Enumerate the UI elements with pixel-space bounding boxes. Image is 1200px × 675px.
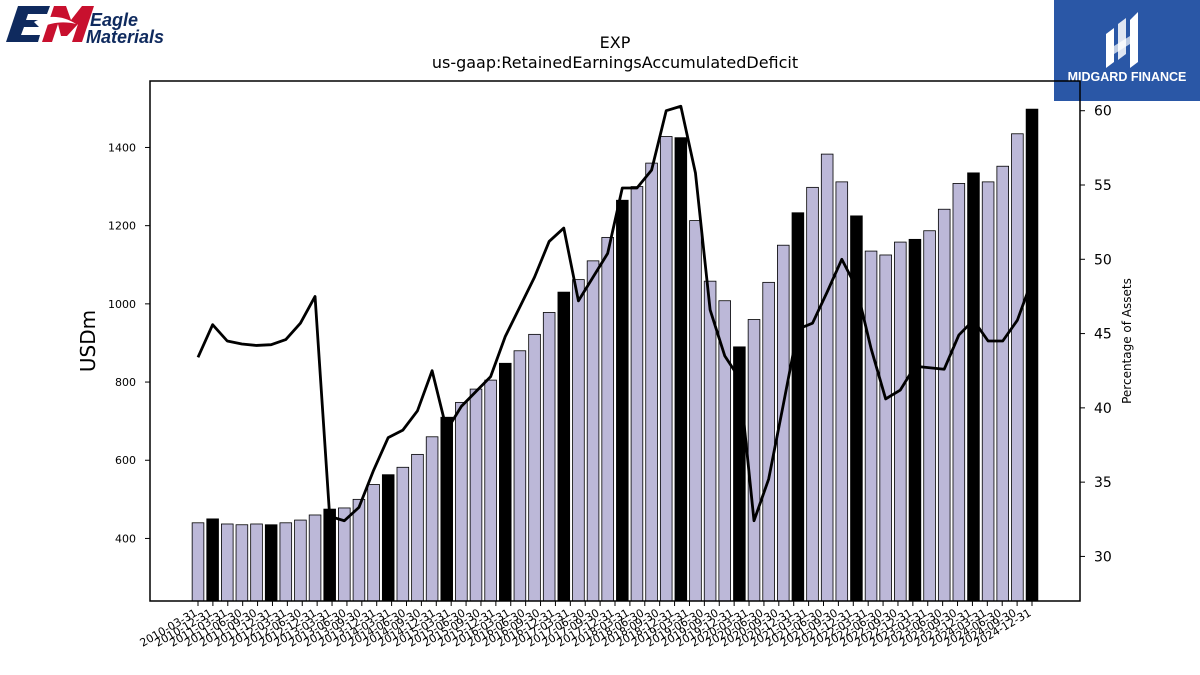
bar-2011-09-30: [279, 522, 293, 602]
bar-2017-06-30: [616, 199, 629, 602]
eagle-materials-logo: Eagle Materials: [4, 4, 176, 47]
midgard-text: MIDGARD FINANCE: [1068, 70, 1187, 84]
bar-series: [191, 108, 1039, 602]
em-mark-red: [42, 6, 94, 42]
midgard-m-icon: [1106, 12, 1138, 68]
bar-2020-09-30: [806, 186, 819, 602]
y2-tick-label: 30: [1094, 549, 1112, 565]
percent-line: [196, 104, 1034, 523]
bar-2023-06-30: [967, 172, 980, 602]
y-tick-label: 600: [115, 454, 136, 467]
y-tick-label: 1400: [108, 141, 136, 154]
bar-2024-03-31: [1011, 133, 1024, 602]
bar-2022-09-30: [923, 230, 936, 602]
y2-tick-label: 50: [1094, 252, 1112, 268]
bar-2016-12-31: [586, 260, 600, 602]
bar-2018-03-31: [659, 136, 673, 602]
bar-2014-06-30: [440, 416, 453, 602]
y-tick-label: 1000: [108, 298, 136, 311]
chart-subtitle: us-gaap:RetainedEarningsAccumulatedDefic…: [432, 53, 798, 72]
bar-2013-03-31: [367, 484, 380, 602]
y-axis-right: 30 35 40 45 50 55 60: [1080, 104, 1112, 565]
bar-2012-06-30: [323, 508, 336, 602]
bar-2010-09-30: [221, 523, 234, 602]
y2-tick-label: 55: [1094, 178, 1112, 194]
bar-2014-09-30: [455, 401, 468, 602]
bar-2018-12-31: [703, 280, 717, 602]
chart-title: EXP: [600, 33, 631, 52]
y2-tick-label: 60: [1094, 104, 1112, 120]
bar-2018-06-30: [674, 137, 688, 602]
y-tick-label: 400: [115, 532, 136, 545]
bar-2015-12-31: [528, 333, 541, 602]
bar-2015-06-30: [499, 362, 512, 602]
bar-2022-12-31: [937, 208, 951, 602]
bar-2011-06-30: [264, 524, 278, 602]
bar-2013-06-30: [381, 474, 395, 602]
bar-2011-12-31: [294, 519, 307, 602]
y-axis-label: USDm: [76, 310, 100, 372]
logo-line1: Eagle: [90, 10, 138, 30]
bar-2022-03-31: [894, 241, 907, 602]
bar-2010-12-31: [235, 524, 249, 602]
bar-2016-09-30: [572, 279, 585, 602]
bar-2020-06-30: [791, 212, 805, 602]
bar-2019-09-30: [747, 319, 761, 602]
bar-2012-03-31: [308, 514, 322, 602]
bar-2023-12-31: [996, 165, 1009, 602]
bar-2021-09-30: [864, 250, 878, 602]
bar-2015-09-30: [513, 350, 527, 602]
bar-2013-12-31: [411, 453, 424, 602]
y2-tick-label: 45: [1094, 327, 1112, 343]
bar-2014-03-31: [425, 436, 439, 602]
bar-2014-12-31: [469, 388, 483, 602]
bar-2010-03-31: [191, 522, 205, 602]
bar-2020-12-31: [820, 153, 834, 602]
bar-2021-12-31: [879, 254, 892, 602]
eagle-icon: [34, 16, 76, 28]
y2-tick-label: 35: [1094, 475, 1112, 491]
bar-2023-03-31: [952, 183, 966, 602]
bar-2012-12-31: [352, 498, 366, 602]
bar-2015-03-31: [484, 379, 497, 602]
bar-2017-03-31: [601, 236, 614, 602]
bar-2021-06-30: [850, 215, 863, 602]
percent-series: [196, 104, 1034, 523]
bar-2016-06-30: [557, 291, 571, 602]
bar-2023-09-30: [981, 181, 995, 602]
x-axis: 2010-03-312010-12-312011-03-312011-06-30…: [138, 601, 1034, 650]
y-tick-label: 800: [115, 376, 136, 389]
bar-2018-09-30: [689, 220, 702, 602]
bar-2013-09-30: [396, 466, 410, 602]
y2-tick-label: 40: [1094, 401, 1112, 417]
bar-2011-03-31: [250, 523, 263, 602]
bar-2017-12-31: [645, 162, 658, 602]
bar-2022-06-30: [908, 238, 922, 602]
bar-2019-12-31: [762, 281, 775, 602]
y-axis-left: 400 600 800 1000 1200 1400: [108, 141, 150, 545]
bar-2016-03-31: [542, 312, 556, 602]
bar-2010-06-30: [206, 518, 219, 602]
midgard-finance-logo: MIDGARD FINANCE: [1054, 0, 1200, 101]
em-mark-navy: [6, 6, 50, 42]
bar-2021-03-31: [835, 181, 849, 602]
bar-2017-09-30: [630, 186, 644, 602]
y2-axis-label: Percentage of Assets: [1120, 278, 1134, 404]
y-tick-label: 1200: [108, 220, 136, 233]
bar-2024-06-30: [1025, 108, 1039, 602]
logo-line2: Materials: [86, 27, 164, 46]
